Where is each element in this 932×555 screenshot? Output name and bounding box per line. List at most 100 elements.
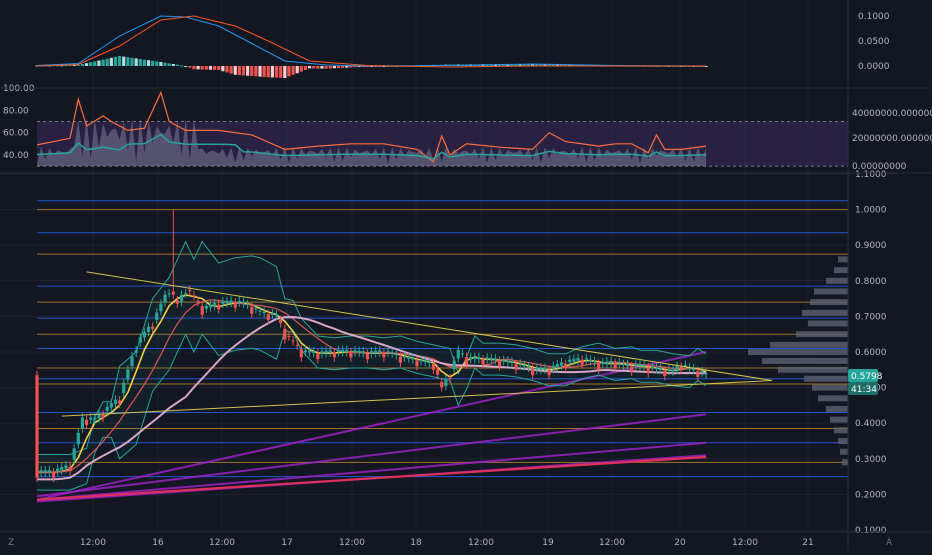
macd-histogram-bar <box>60 65 64 67</box>
candle-body <box>440 381 444 388</box>
time-tick-label: 16 <box>152 538 164 548</box>
candle-body <box>415 360 419 367</box>
candle-body <box>493 358 498 361</box>
candle-body <box>80 417 85 429</box>
candle-body <box>39 470 43 473</box>
macd-histogram-bar <box>179 65 184 67</box>
macd-histogram-bar <box>336 66 341 69</box>
macd-histogram-bar <box>126 57 130 66</box>
candle-body <box>646 367 650 374</box>
macd-histogram-bar <box>200 66 204 70</box>
macd-histogram-bar <box>246 66 250 76</box>
time-tick-label: 21 <box>802 538 813 548</box>
candle-body <box>89 417 93 420</box>
candle-body <box>489 357 493 360</box>
candle-body <box>613 362 617 369</box>
rsi-tick-label: 40.00 <box>3 151 29 161</box>
candle-body <box>229 300 233 303</box>
volume-profile-bar <box>842 459 848 466</box>
candle-body <box>237 300 241 303</box>
candle-body <box>60 466 64 471</box>
macd-histogram-bar <box>551 64 555 66</box>
candle-body <box>679 366 683 370</box>
macd-histogram-bar <box>374 66 378 67</box>
macd-histogram-bar <box>361 66 365 67</box>
candle-body <box>72 448 76 460</box>
candle-body <box>497 360 502 367</box>
macd-histogram-bar <box>295 66 299 74</box>
macd-histogram-bar <box>531 64 535 66</box>
candle-body <box>671 369 675 372</box>
macd-histogram-bar <box>192 66 196 70</box>
candle-body <box>687 367 692 369</box>
candle-body <box>105 406 109 412</box>
candle-body <box>390 352 394 354</box>
candle-body <box>597 363 601 370</box>
candle-body <box>134 350 138 353</box>
candle-body <box>683 364 688 366</box>
macd-histogram-bar <box>506 64 510 66</box>
macd-histogram-bar <box>113 56 118 66</box>
candle-body <box>307 350 312 353</box>
macd-histogram-bar <box>324 66 328 69</box>
candle-body <box>287 335 291 337</box>
macd-histogram-bar <box>274 66 279 78</box>
macd-histogram-bar <box>559 64 564 66</box>
candle-body <box>605 361 609 364</box>
volume-profile-bar <box>748 349 848 355</box>
candle-body <box>303 350 308 353</box>
macd-histogram-bar <box>146 60 151 66</box>
auto-scale-icon[interactable]: A <box>886 538 893 548</box>
macd-histogram-bar <box>502 64 506 66</box>
macd-histogram-bar <box>287 66 291 77</box>
candle-body <box>601 361 605 365</box>
candle-body <box>233 302 237 308</box>
price-tick-label: 0.2000 <box>855 490 887 500</box>
macd-histogram-bar <box>188 66 192 68</box>
candle-body <box>97 413 101 419</box>
macd-histogram-bar <box>382 66 386 67</box>
macd-histogram-bar <box>518 64 522 66</box>
candle-body <box>212 303 217 307</box>
macd-histogram-bar <box>233 66 237 75</box>
candle-body <box>394 353 398 356</box>
candle-body <box>572 358 576 362</box>
macd-histogram-bar <box>109 57 113 66</box>
candle-body <box>444 379 448 387</box>
ema-slow <box>37 315 707 481</box>
candle-body <box>299 349 303 358</box>
candle-body <box>667 368 671 371</box>
candle-body <box>341 349 345 352</box>
candle-body <box>225 300 229 304</box>
volume-profile-bar <box>834 267 848 274</box>
candle-body <box>456 349 460 359</box>
macd-histogram-bar <box>241 66 246 76</box>
macd-histogram-bar <box>130 57 134 66</box>
candle-body <box>564 363 568 369</box>
candle-body <box>473 356 477 360</box>
macd-histogram-bar <box>229 66 233 74</box>
candle-body <box>588 359 593 361</box>
candle-body <box>675 365 679 371</box>
rsi-line <box>36 90 707 163</box>
time-tick-label: 18 <box>410 538 422 548</box>
macd-histogram-bar <box>89 62 93 66</box>
countdown-badge <box>848 382 878 395</box>
macd-histogram-bar <box>84 63 89 66</box>
candle-body <box>477 356 481 360</box>
red-trend-line <box>36 455 707 501</box>
candle-body <box>378 350 382 353</box>
volume-profile-bar <box>840 448 848 455</box>
candle-body <box>113 399 118 404</box>
macd-histogram-bar <box>155 61 159 66</box>
macd-histogram-bar <box>221 66 225 72</box>
price-tick-label: 0.6000 <box>855 348 887 358</box>
macd-histogram-bar <box>349 66 353 68</box>
macd-histogram-bar <box>312 66 316 69</box>
candle-body <box>625 364 630 367</box>
macd-histogram-bar <box>217 66 221 70</box>
zoom-icon[interactable]: Z <box>8 538 14 548</box>
candle-body <box>398 356 403 363</box>
